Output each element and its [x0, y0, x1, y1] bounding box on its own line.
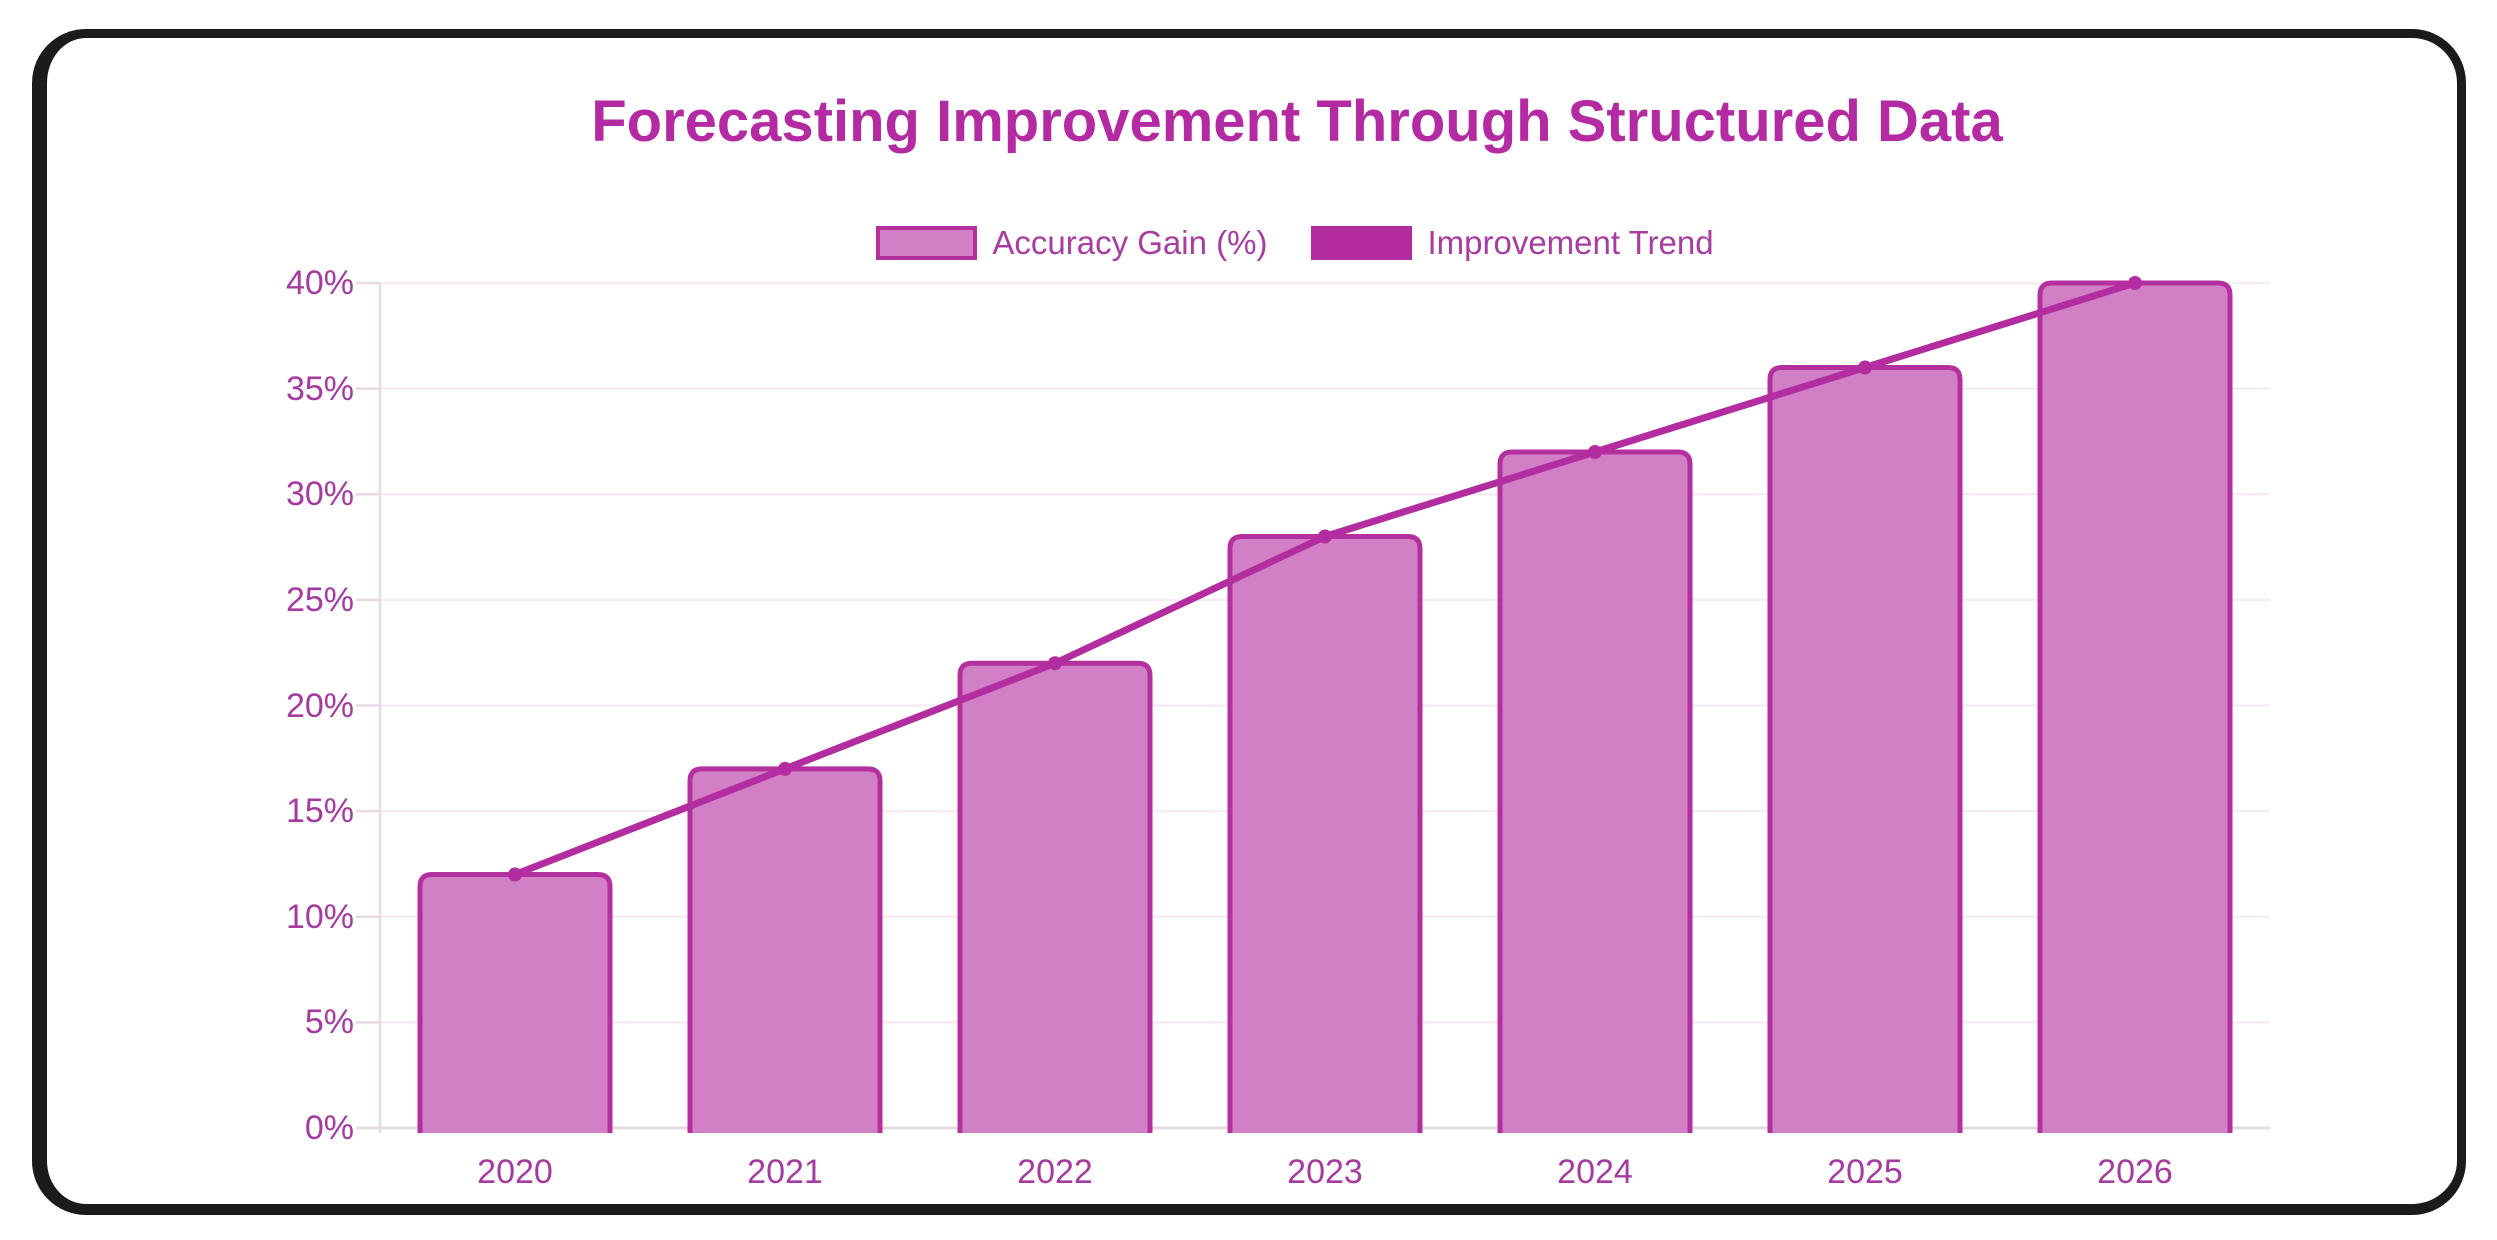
legend: Accuracy Gain (%) Improvement Trend [0, 224, 2497, 262]
bar-2024[interactable] [1497, 449, 1693, 1133]
point-2026[interactable] [2128, 276, 2142, 290]
point-2020[interactable] [508, 867, 522, 882]
y-tick-label-40pct: 40% [285, 264, 354, 302]
legend-item-improvement-trend[interactable]: Improvement Trend [1311, 224, 1714, 262]
point-2024[interactable] [1588, 445, 1602, 459]
y-tick-label-30pct: 30% [285, 475, 354, 514]
y-tick-label-15pct: 15% [285, 792, 354, 831]
x-tick-label-2020: 2020 [477, 1153, 553, 1191]
legend-swatch-accuracy-gain [876, 226, 978, 260]
x-tick-label-2026: 2026 [2097, 1153, 2173, 1191]
legend-label-improvement-trend: Improvement Trend [1427, 224, 1714, 261]
chart-title: Forecasting Improvement Through Structur… [591, 89, 2003, 154]
bar-2022[interactable] [957, 660, 1153, 1133]
bar-2020[interactable] [417, 872, 613, 1134]
point-2023[interactable] [1318, 529, 1332, 544]
y-tick-label-10pct: 10% [285, 897, 354, 936]
point-2022[interactable] [1048, 656, 1062, 671]
bar-2025[interactable] [1767, 365, 1963, 1134]
y-tick-label-5pct: 5% [304, 1003, 354, 1042]
legend-item-accuracy-gain[interactable]: Accuracy Gain (%) [876, 224, 1267, 262]
y-tick-label-0pct: 0% [304, 1109, 354, 1147]
y-tick-label-20pct: 20% [285, 686, 354, 725]
y-tick-label-25pct: 25% [285, 580, 354, 619]
x-tick-label-2024: 2024 [1557, 1153, 1633, 1191]
point-2021[interactable] [778, 761, 792, 776]
bar-2023[interactable] [1227, 534, 1423, 1134]
x-tick-label-2025: 2025 [1827, 1153, 1903, 1191]
legend-label-accuracy-gain: Accuracy Gain (%) [992, 224, 1268, 261]
legend-swatch-improvement-trend [1311, 226, 1413, 260]
bar-2021[interactable] [687, 766, 883, 1133]
y-tick-label-35pct: 35% [285, 369, 354, 408]
x-tick-label-2021: 2021 [747, 1153, 823, 1191]
point-2025[interactable] [1858, 360, 1872, 375]
x-tick-label-2022: 2022 [1017, 1153, 1093, 1191]
x-tick-label-2023: 2023 [1287, 1153, 1363, 1191]
bar-2026[interactable] [2037, 280, 2233, 1133]
